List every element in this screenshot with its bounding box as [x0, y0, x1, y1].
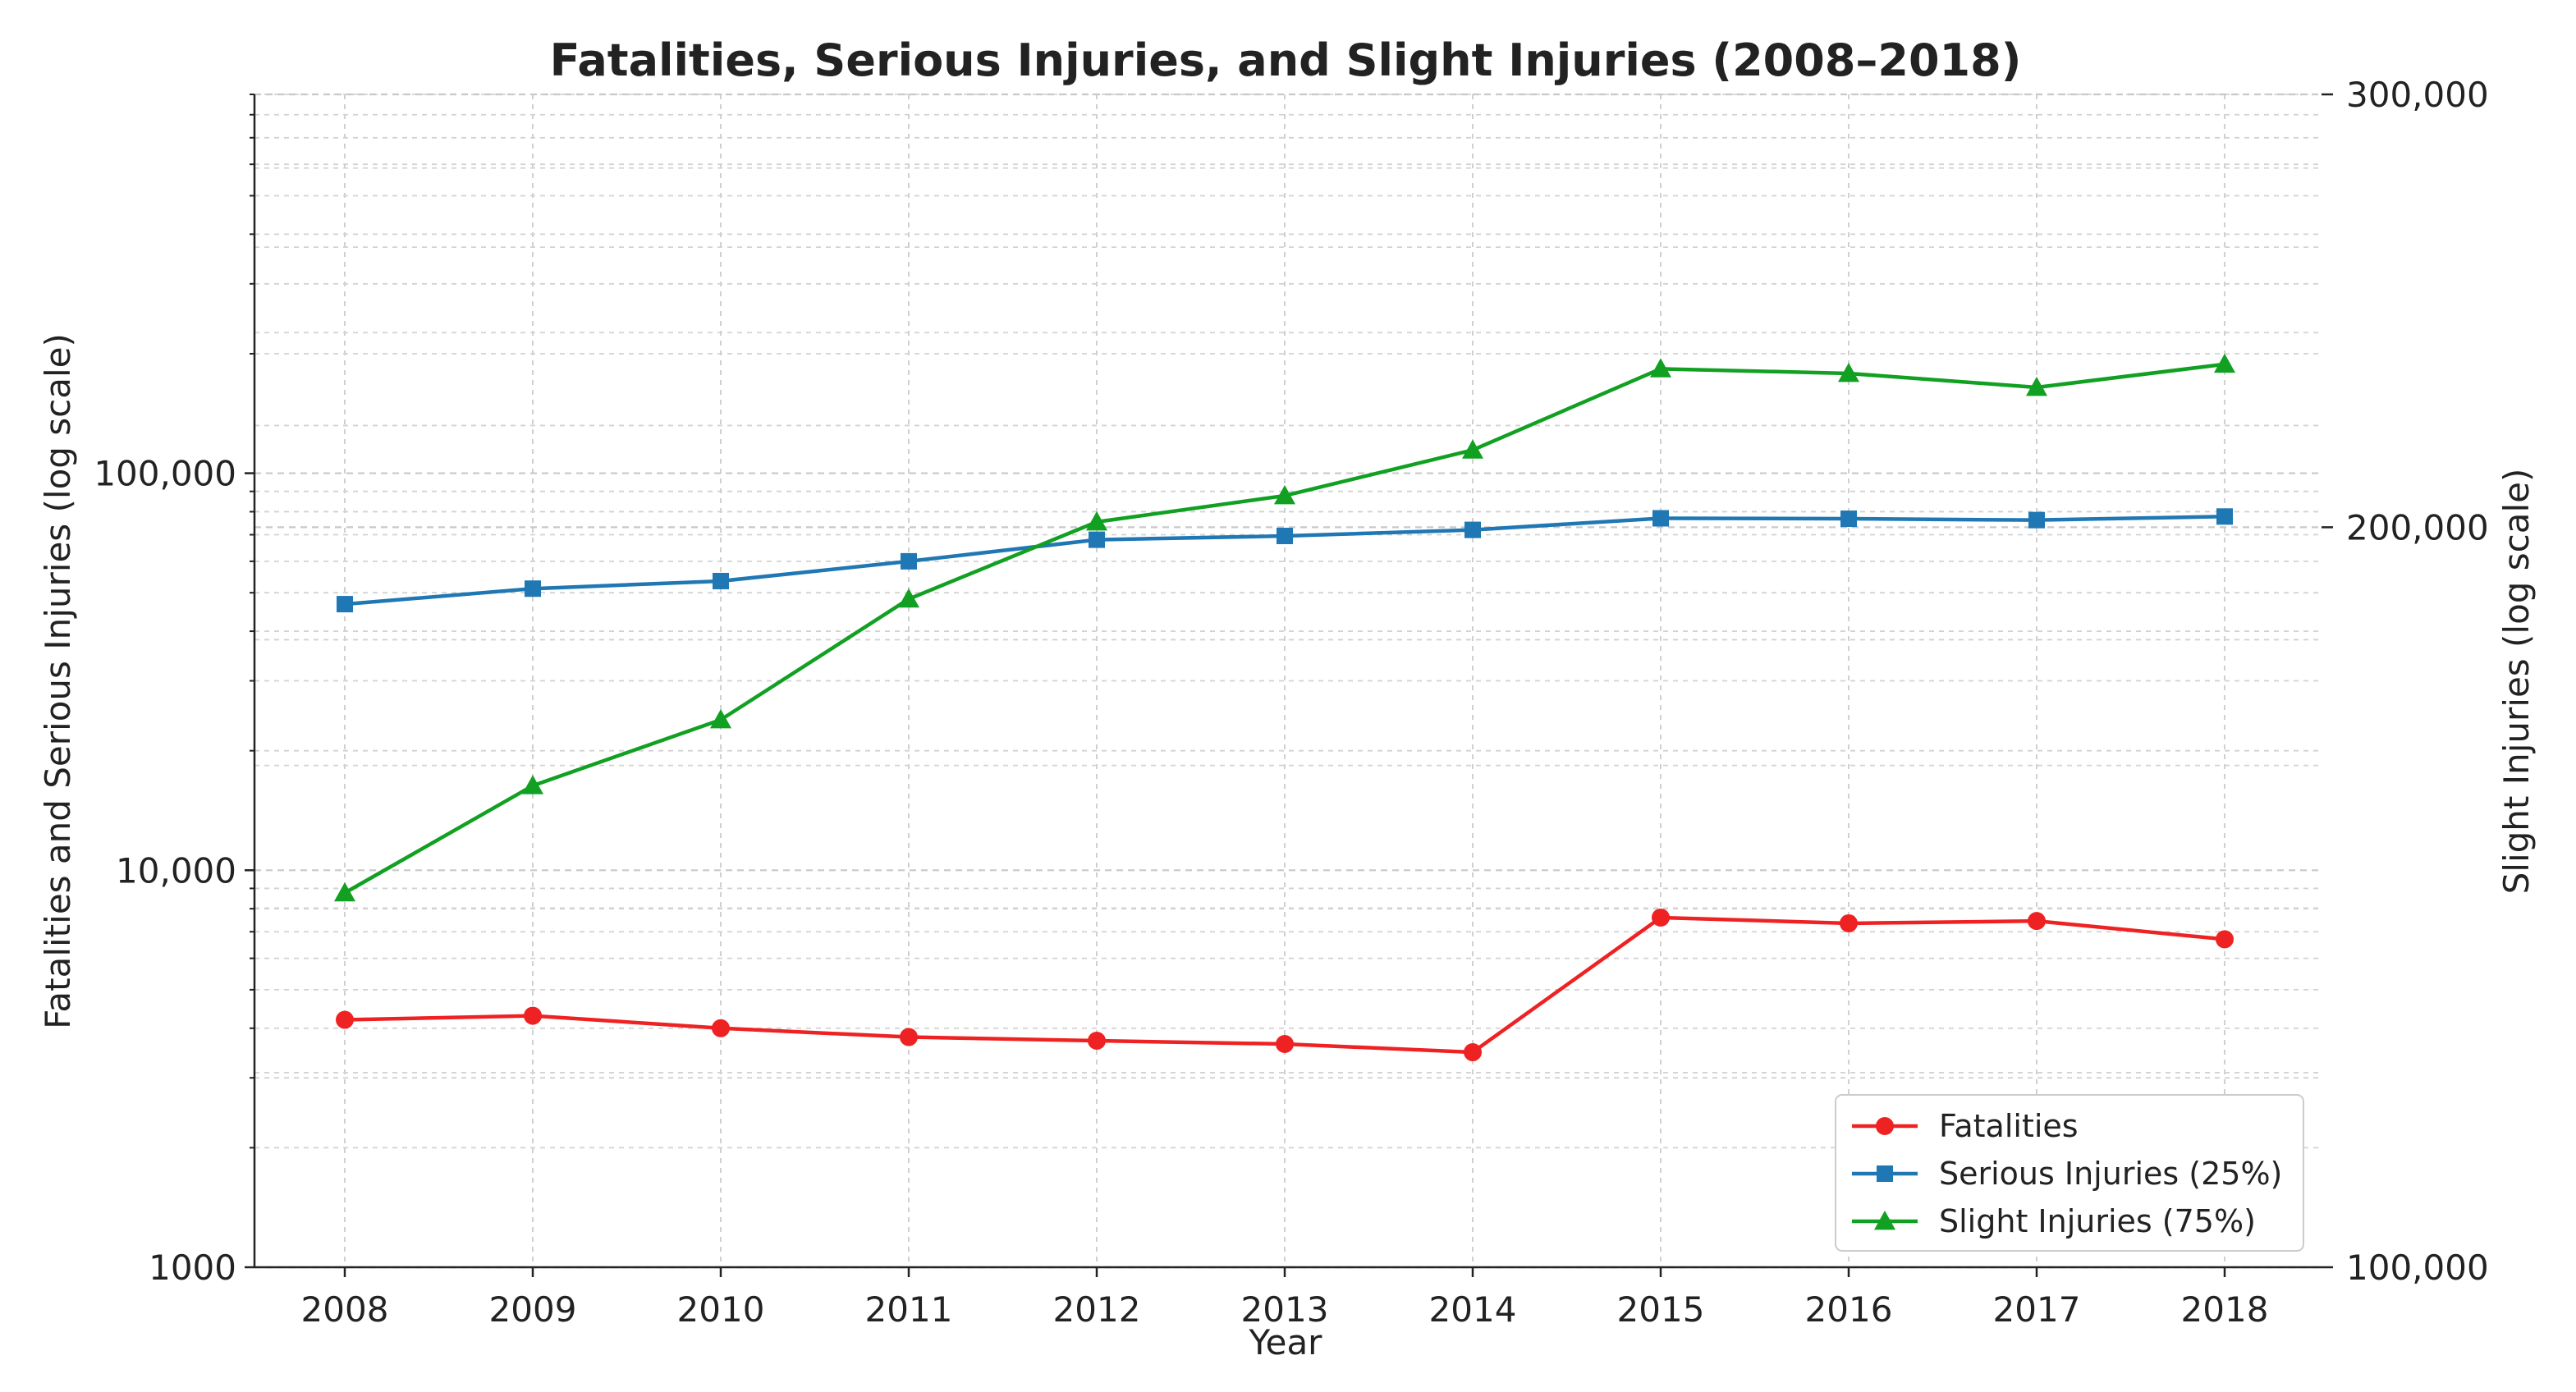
serious-injuries-point — [2028, 511, 2045, 529]
legend-marker-serious-injuries — [1877, 1165, 1893, 1182]
x-tick-label: 2014 — [1429, 1289, 1517, 1330]
legend: Fatalities Serious Injuries (25%) Slight I… — [1835, 1094, 2304, 1252]
ticks-layer: 2008 2009 2010 2011 2012 2013 2014 2015 2016 2017… — [94, 75, 2488, 1330]
legend-marker-fatalities — [1876, 1117, 1894, 1135]
x-tick-label: 2010 — [677, 1289, 765, 1330]
slight-injuries-point — [2026, 376, 2047, 396]
x-tick-label: 2011 — [865, 1289, 953, 1330]
grid-layer — [254, 93, 2322, 1269]
slight-injuries-point — [522, 775, 543, 794]
slight-injuries-point — [1086, 511, 1107, 531]
fatalities-point — [2028, 912, 2046, 931]
serious-injuries-point — [2216, 508, 2233, 525]
fatalities-point — [900, 1028, 918, 1046]
left-axis-label: Fatalities and Serious Injuries (log sca… — [38, 333, 78, 1029]
slight-injuries-point — [1274, 484, 1295, 505]
serious-injuries-point — [525, 580, 541, 598]
serious-injuries-point — [1089, 531, 1105, 548]
x-tick-label: 2018 — [2181, 1289, 2269, 1330]
slight-injuries-point — [334, 881, 355, 902]
left-tick-label: 100,000 — [94, 454, 236, 494]
serious-injuries-point — [901, 552, 917, 570]
serious-injuries-point — [1840, 511, 1857, 528]
serious-injuries-point — [1652, 510, 1669, 527]
fatalities-point — [524, 1006, 542, 1025]
legend-frame — [1835, 1094, 2304, 1252]
fatalities-point — [1464, 1043, 1482, 1062]
legend-marker-slight-injuries — [1874, 1211, 1895, 1230]
serious-injuries-point — [1464, 521, 1481, 538]
legend-label-slight-injuries: Slight Injuries (75%) — [1939, 1203, 2256, 1239]
right-tick-label: 200,000 — [2346, 507, 2489, 547]
left-tick-label: 10,000 — [116, 850, 236, 891]
serious-injuries-point — [1277, 528, 1293, 545]
x-axis-label: Year — [1249, 1322, 1323, 1362]
slight-injuries-point — [710, 708, 731, 729]
x-tick-label: 2012 — [1053, 1289, 1141, 1330]
chart-title: Fatalities, Serious Injuries, and Slight… — [550, 34, 2022, 86]
slight-injuries-point — [2214, 353, 2235, 373]
slight-injuries-point — [1838, 362, 1859, 382]
right-tick-label: 100,000 — [2346, 1248, 2489, 1288]
x-tick-label: 2009 — [489, 1289, 577, 1330]
legend-label-fatalities: Fatalities — [1939, 1108, 2079, 1144]
right-tick-label: 300,000 — [2346, 75, 2489, 115]
legend-label-serious-injuries: Serious Injuries (25%) — [1939, 1156, 2282, 1192]
x-tick-label: 2013 — [1241, 1289, 1329, 1330]
fatalities-point — [1840, 914, 1858, 932]
right-axis-label: Slight Injuries (log scale) — [2496, 469, 2537, 895]
left-tick-label: 1000 — [149, 1248, 236, 1288]
slight-injuries-point — [1462, 439, 1483, 459]
fatalities-point — [712, 1019, 730, 1037]
fatalities-point — [1276, 1035, 1294, 1054]
fatalities-point — [1652, 908, 1670, 927]
serious-injuries-point — [713, 572, 729, 589]
x-tick-label: 2017 — [1993, 1289, 2081, 1330]
x-tick-label: 2016 — [1805, 1289, 1893, 1330]
fatalities-point — [2216, 930, 2234, 949]
fatalities-point — [1088, 1032, 1106, 1051]
serious-injuries-point — [337, 596, 353, 613]
series-layer — [334, 353, 2235, 1062]
x-tick-label: 2008 — [301, 1289, 389, 1330]
slight-injuries-point — [1650, 358, 1671, 378]
slight-injuries-point — [898, 588, 919, 608]
fatalities-point — [336, 1010, 354, 1029]
x-tick-label: 2015 — [1617, 1289, 1705, 1330]
